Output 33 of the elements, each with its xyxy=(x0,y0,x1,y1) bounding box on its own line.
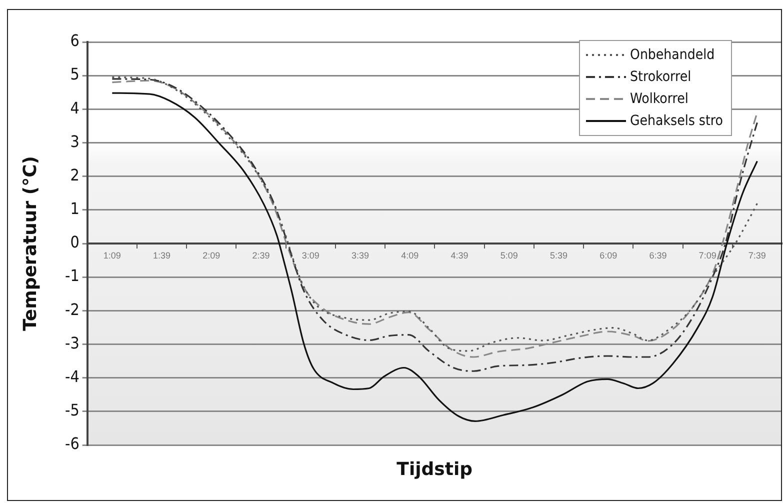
y-tick-label: -4 xyxy=(64,366,80,386)
y-tick-label: 5 xyxy=(70,64,80,84)
legend-label: Gehaksels stro xyxy=(630,113,723,129)
y-tick-label: -5 xyxy=(64,400,80,420)
y-tick-label: 2 xyxy=(70,165,80,184)
x-tick-label: 4:39 xyxy=(450,250,468,260)
y-tick-label: 4 xyxy=(70,98,80,118)
x-tick-label: 1:39 xyxy=(153,250,171,260)
y-tick-label: -2 xyxy=(64,300,80,319)
y-tick-label: 6 xyxy=(70,31,80,50)
x-tick-label: 2:09 xyxy=(202,250,220,260)
legend-label: Onbehandeld xyxy=(630,47,715,63)
x-tick-label: 7:39 xyxy=(748,250,766,260)
y-axis-title: Temperatuur (°C) xyxy=(20,156,41,332)
x-tick-label: 1:09 xyxy=(103,250,121,260)
x-tick-label: 5:09 xyxy=(500,250,518,260)
y-tick-label: 0 xyxy=(70,232,80,252)
legend-label: Strokorrel xyxy=(630,69,692,85)
x-tick-label: 2:39 xyxy=(252,250,270,260)
y-tick-label: 1 xyxy=(70,199,80,218)
x-axis-title: Tijdstip xyxy=(396,459,473,480)
y-tick-label: 3 xyxy=(70,132,80,151)
x-tick-label: 6:09 xyxy=(600,250,618,260)
y-tick-label: -3 xyxy=(64,333,80,352)
x-tick-label: 7:09 xyxy=(698,250,716,260)
x-tick-label: 3:09 xyxy=(302,250,320,260)
x-tick-label: 6:39 xyxy=(649,250,667,260)
x-tick-label: 4:09 xyxy=(401,250,419,260)
y-tick-label: -1 xyxy=(64,266,80,286)
y-tick-label: -6 xyxy=(64,434,80,454)
x-tick-label: 3:39 xyxy=(351,250,370,260)
legend-label: Wolkorrel xyxy=(630,91,688,107)
x-tick-label: 5:39 xyxy=(550,250,568,260)
